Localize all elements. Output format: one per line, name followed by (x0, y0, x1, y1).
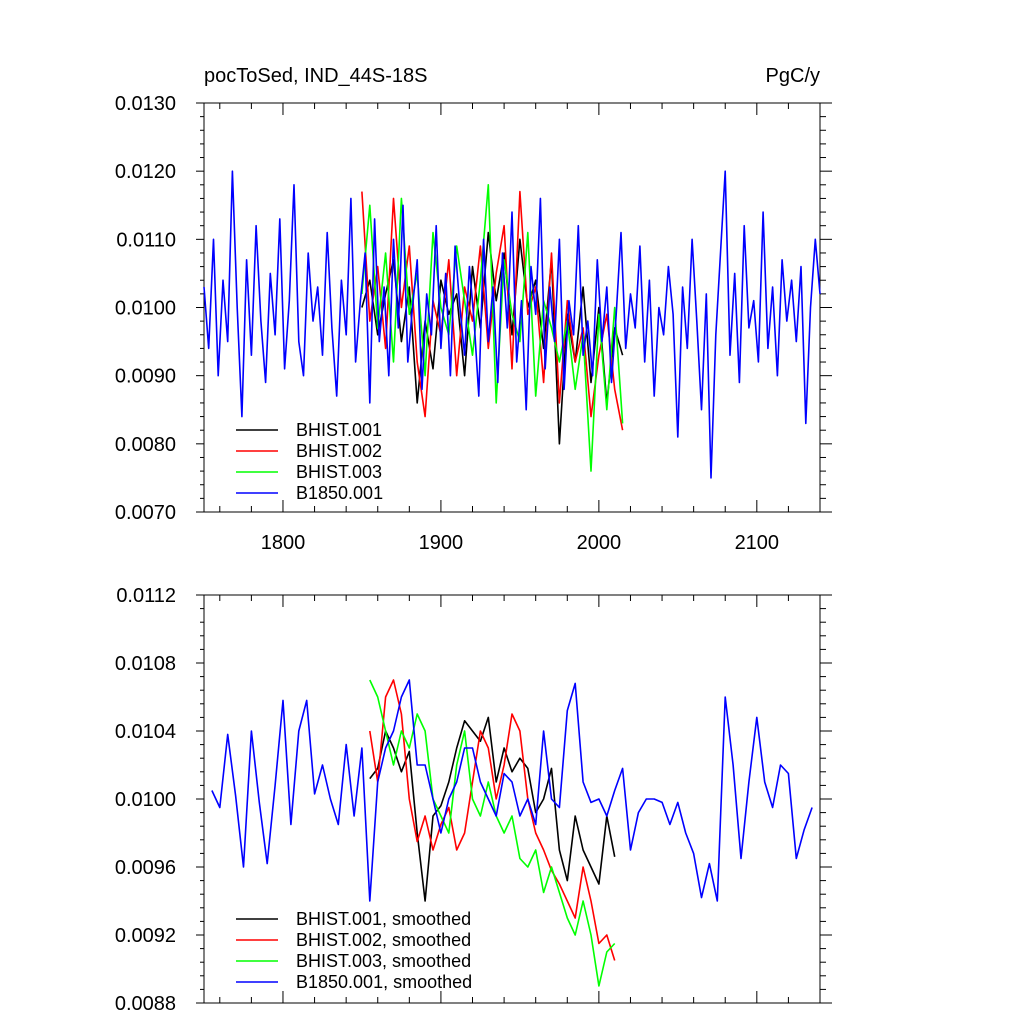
p0-x-tick-label-2000: 2000 (577, 532, 622, 554)
p0-x-tick-label-1800: 1800 (261, 532, 306, 554)
p1-y-tick-label-4: 0.0104 (115, 721, 176, 743)
bottom-panel: 0.0088 0.0092 0.0096 0.0100 0.0104 0.0108 0.01… (115, 585, 832, 1015)
p0-y-tick-label-5: 0.0120 (115, 161, 176, 183)
p1-y-tick-label-5: 0.0108 (115, 653, 176, 675)
p1-legend-label-3: B1850.001, smoothed (296, 972, 472, 992)
p1-series-line-b1850-001-smoothed (211, 679, 813, 902)
p1-legend-label-1: BHIST.002, smoothed (296, 930, 471, 950)
p1-y-tick-label-3: 0.0100 (115, 789, 176, 811)
chart-title: pocToSed, IND_44S-18S (204, 65, 427, 87)
p1-y-tick-label-6: 0.0112 (116, 585, 176, 607)
p1-legend-label-0: BHIST.001, smoothed (296, 909, 471, 929)
p1-y-tick-label-0: 0.0088 (115, 993, 176, 1015)
p0-y-tick-label-6: 0.0130 (115, 93, 176, 115)
units-label: PgC/y (766, 65, 820, 87)
p0-y-tick-label-2: 0.0090 (115, 366, 176, 388)
p0-x-tick-label-1900: 1900 (419, 532, 464, 554)
p0-y-tick-label-1: 0.0080 (115, 434, 176, 456)
p1-series-line-bhist-002-smoothed (369, 679, 616, 961)
p0-legend-label-2: BHIST.003 (296, 462, 382, 482)
p1-series-line-bhist-003-smoothed (369, 679, 616, 987)
p1-y-tick-label-2: 0.0096 (115, 857, 176, 879)
p0-legend-label-3: B1850.001 (296, 483, 383, 503)
p0-legend-label-0: BHIST.001 (296, 420, 382, 440)
p0-y-tick-label-3: 0.0100 (115, 298, 176, 320)
p0-series-line-bhist-001 (361, 231, 624, 445)
p0-y-tick-label-4: 0.0110 (116, 229, 176, 251)
p0-legend-label-1: BHIST.002 (296, 441, 382, 461)
p1-series-line-bhist-001-smoothed (369, 716, 616, 902)
p0-x-tick-label-2100: 2100 (735, 532, 780, 554)
p1-y-tick-label-1: 0.0092 (115, 925, 176, 947)
p0-series-line-b1850-001 (203, 170, 821, 479)
p1-legend-label-2: BHIST.003, smoothed (296, 951, 471, 971)
top-panel: 1800 1900 2000 2100 0.0070 0.0080 0.0090 0.0100… (115, 93, 832, 554)
p0-y-tick-label-0: 0.0070 (115, 502, 176, 524)
